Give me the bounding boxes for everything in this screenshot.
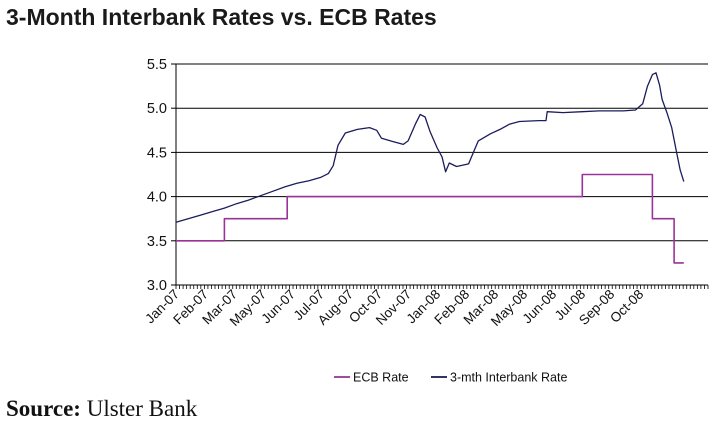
y-tick-label: 4.5 (147, 145, 167, 161)
y-axis-ticks: 3.0 3.5 4.0 4.5 5.0 5.5 (147, 57, 176, 294)
y-tick-label: 3.5 (147, 234, 167, 250)
series-line-interbank-rate (175, 72, 685, 223)
series-line-ecb-rate (176, 173, 684, 264)
source-label: Source: (6, 396, 81, 421)
legend: ECB Rate 3-mth Interbank Rate (334, 371, 567, 385)
legend-entry: 3-mth Interbank Rate (450, 371, 567, 385)
legend-entry: ECB Rate (353, 371, 409, 385)
y-tick-label: 5.0 (147, 101, 167, 117)
series-lines (175, 72, 685, 264)
source-note: Source: Ulster Bank (6, 396, 197, 422)
y-tick-label: 3.0 (147, 278, 167, 294)
x-axis-ticks: Jan-07Feb-07Mar-07May-07Jun-07Jul-07Aug-… (142, 287, 646, 329)
axes (175, 64, 709, 289)
source-text: Ulster Bank (86, 396, 198, 421)
chart-title: 3-Month Interbank Rates vs. ECB Rates (6, 4, 437, 30)
y-tick-label: 4.0 (147, 190, 167, 206)
x-tick-label: Oct-08 (607, 287, 646, 326)
y-tick-label: 5.5 (147, 57, 167, 73)
